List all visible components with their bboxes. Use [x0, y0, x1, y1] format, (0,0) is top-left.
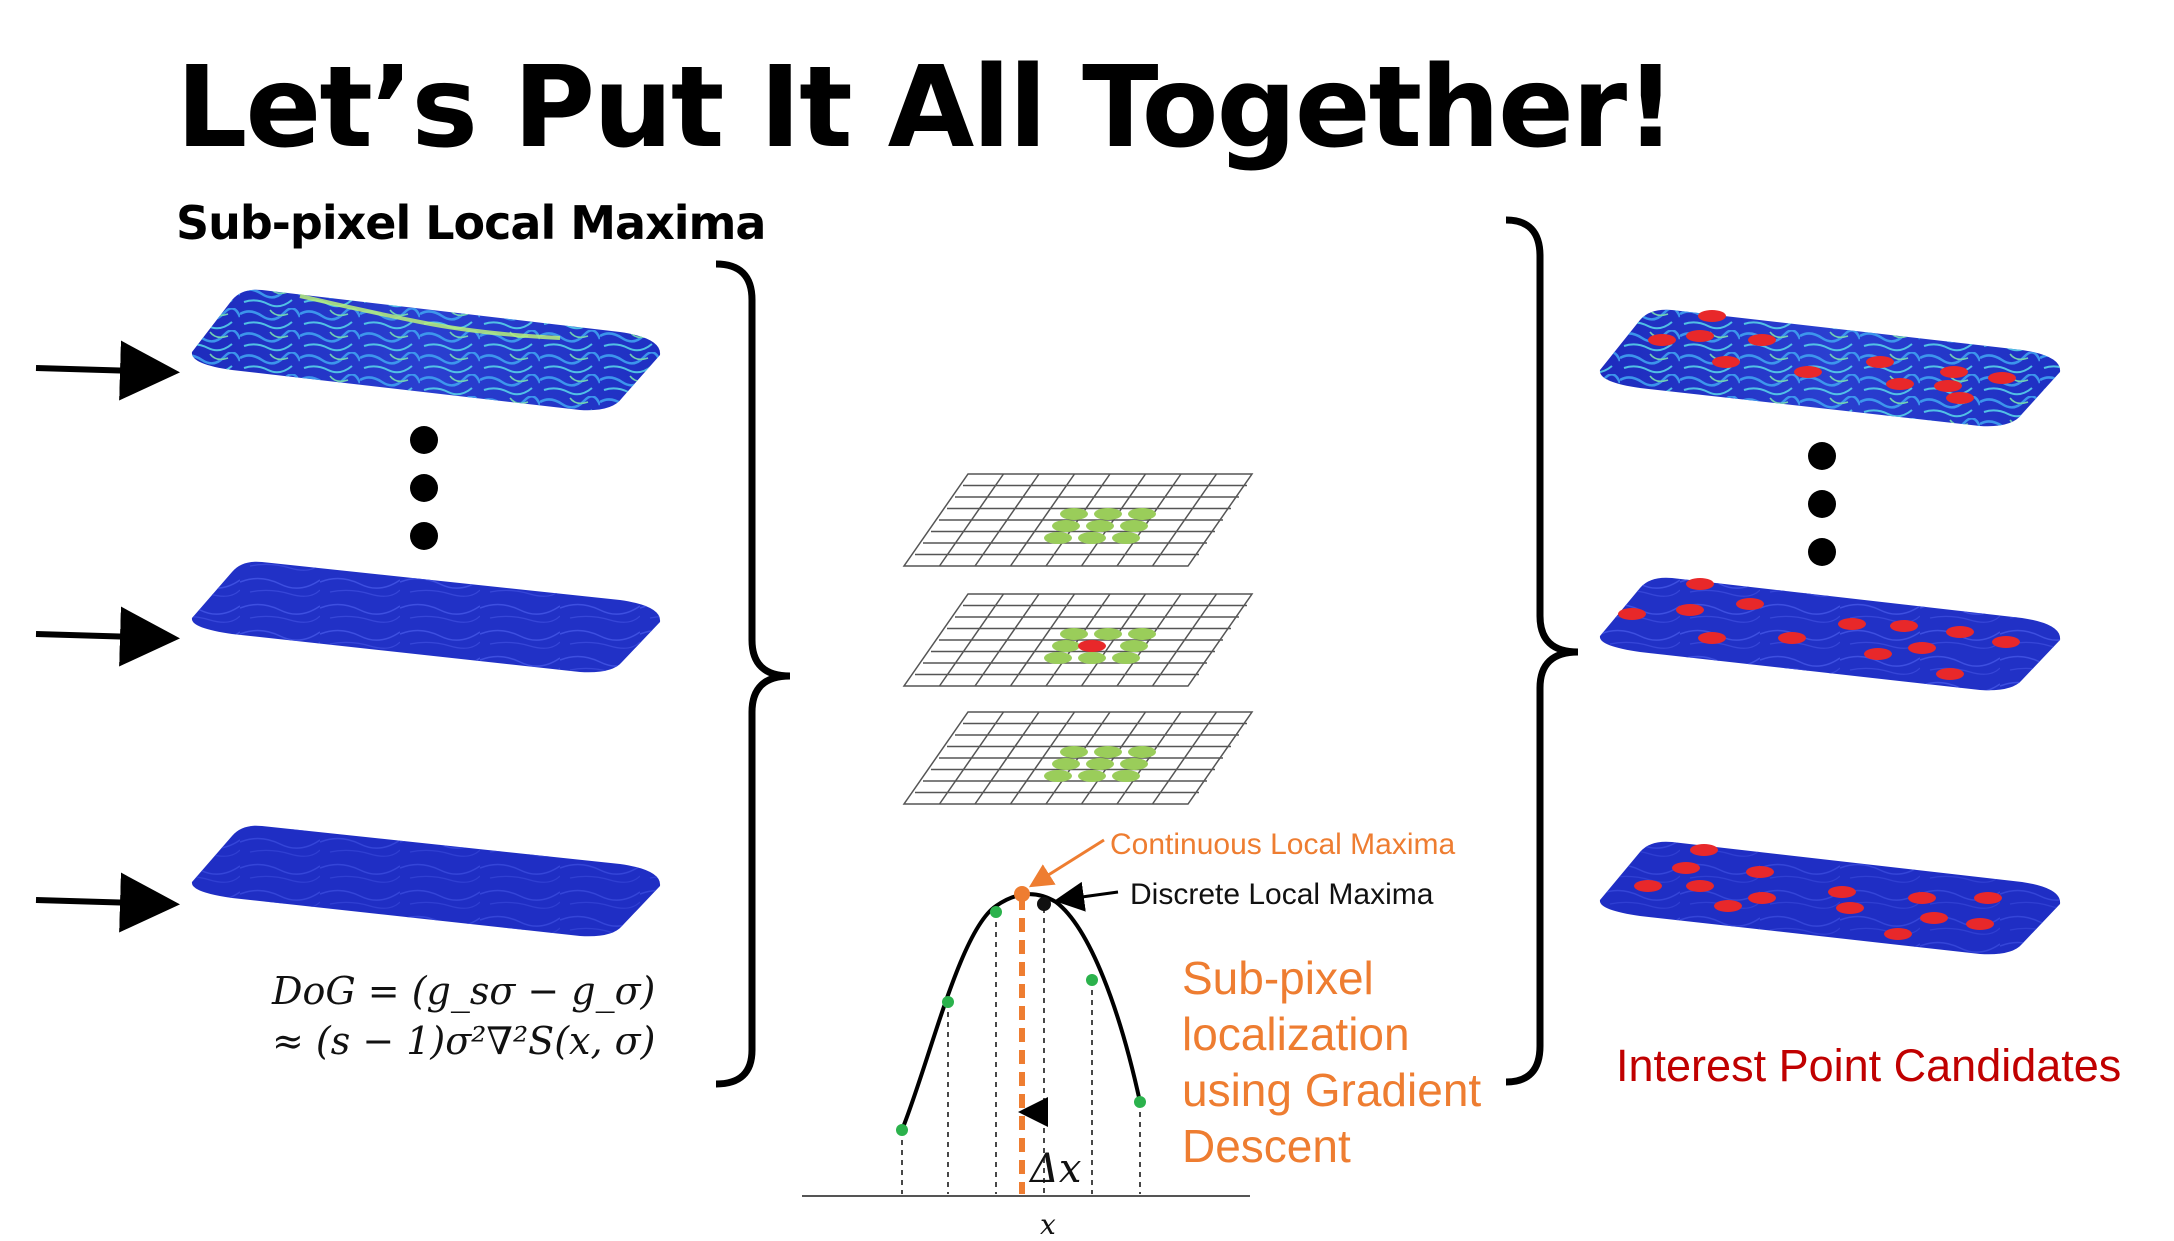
subpixel-line: using Gradient	[1182, 1064, 1482, 1116]
section-subtitle: Sub-pixel Local Maxima	[176, 196, 766, 250]
candidate-layer-2	[1599, 577, 2061, 691]
subpixel-line: Sub-pixel	[1182, 952, 1374, 1004]
sample-point	[1086, 974, 1098, 986]
ellipsis-dot	[1808, 538, 1836, 566]
ellipsis-dot	[410, 522, 438, 550]
right-brace	[1505, 216, 1579, 1086]
grid-top-green-marks	[1044, 508, 1156, 544]
ellipsis-dots-right	[1808, 442, 1836, 566]
input-arrows	[35, 340, 180, 933]
page-title: Let’s Put It All Together!	[176, 43, 1676, 173]
center-candidate-mark	[1078, 640, 1106, 652]
candidate-layer-3	[1599, 841, 2061, 955]
delta-x-label: Δx	[1030, 1146, 1082, 1192]
ellipsis-dot	[1808, 490, 1836, 518]
interest-point-candidates-label: Interest Point Candidates	[1616, 1040, 2122, 1091]
grid-layer-bottom	[902, 711, 1254, 805]
subpixel-line: Descent	[1182, 1120, 1351, 1172]
x-axis-label: x	[1040, 1208, 1056, 1241]
continuous-pointer-arrow	[1028, 838, 1105, 888]
ellipsis-dots-left	[410, 426, 438, 550]
subpixel-curve-plot	[802, 838, 1250, 1197]
dog-formula-line2: ≈ (s − 1)σ²∇²S(x, σ)	[272, 1019, 656, 1063]
subpixel-localization-label: Sub-pixel localization using Gradient De…	[1182, 950, 1522, 1174]
ellipsis-dot	[410, 426, 438, 454]
continuous-max-point	[1014, 886, 1030, 902]
subpixel-line: localization	[1182, 1008, 1410, 1060]
sample-point	[1134, 1096, 1146, 1108]
sample-point	[896, 1124, 908, 1136]
input-arrow-2	[35, 606, 180, 667]
dog-layer-3	[191, 825, 661, 937]
left-brace	[715, 260, 791, 1088]
discrete-pointer-arrow	[1054, 881, 1119, 912]
dog-formula-line1: DoG = (g_sσ − g_σ)	[272, 969, 656, 1013]
candidate-points	[1634, 844, 2002, 940]
dog-layer-1	[191, 289, 661, 411]
ellipsis-dot	[1808, 442, 1836, 470]
input-arrow-3	[35, 872, 180, 933]
input-arrow-1	[35, 340, 180, 401]
dog-layer-2	[191, 561, 661, 673]
grid-bottom-green-marks	[1044, 746, 1156, 782]
candidate-points	[1648, 310, 2016, 404]
sample-point	[942, 996, 954, 1008]
ellipsis-dot	[410, 474, 438, 502]
discrete-maxima-label: Discrete Local Maxima	[1130, 878, 1434, 911]
grid-layer-top	[902, 473, 1254, 567]
candidate-layer-1	[1599, 309, 2061, 427]
continuous-maxima-label: Continuous Local Maxima	[1110, 828, 1456, 861]
sample-dropdown-lines	[901, 908, 1141, 1194]
grid-layer-middle	[902, 593, 1254, 687]
grid-middle-marks	[1044, 628, 1156, 664]
sample-point	[990, 906, 1002, 918]
candidate-points	[1618, 578, 2020, 680]
discrete-max-point	[1037, 897, 1051, 911]
